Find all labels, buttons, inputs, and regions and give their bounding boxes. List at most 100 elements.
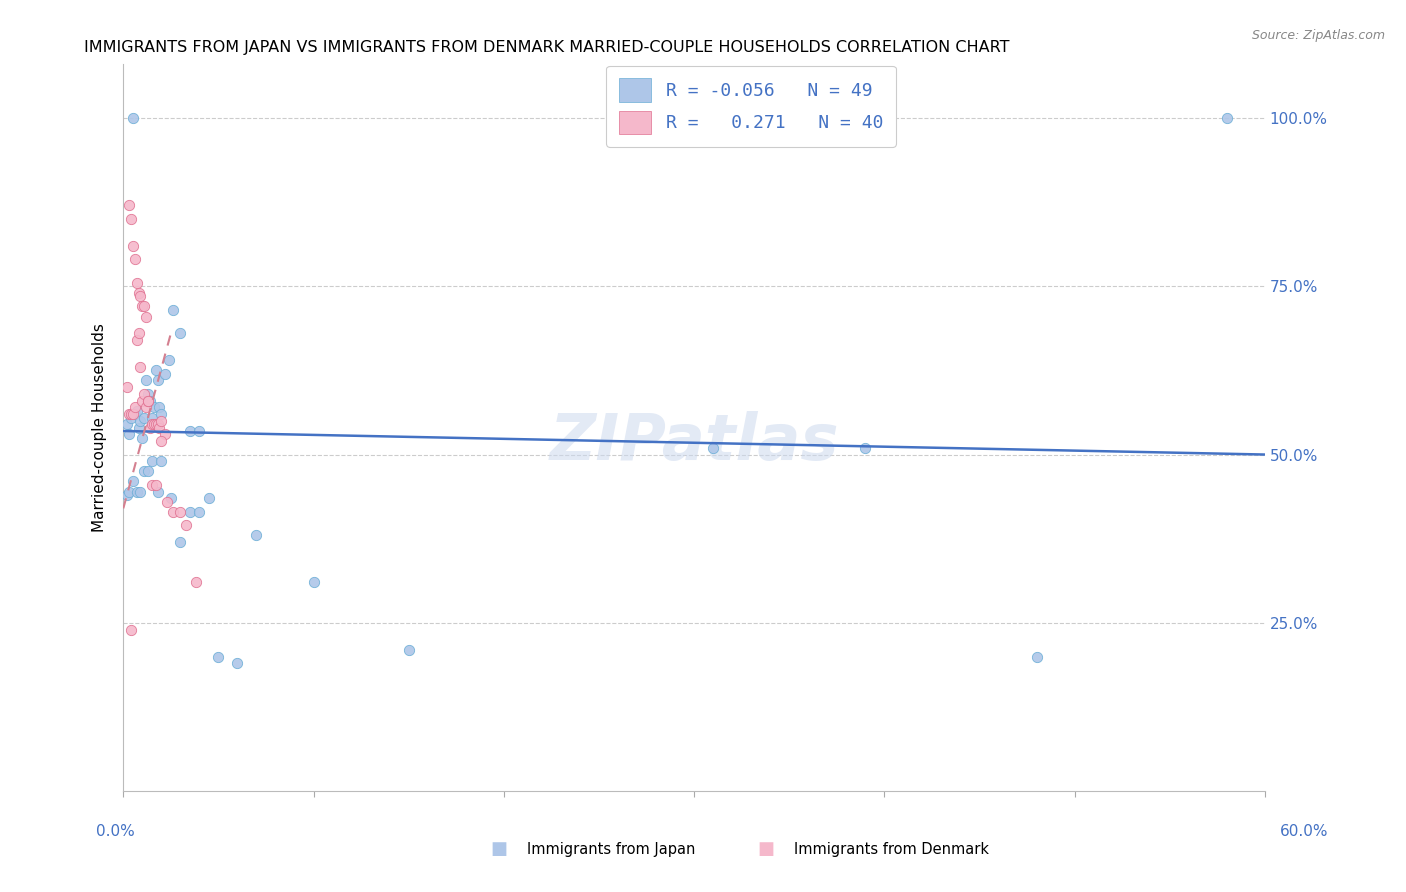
Point <box>121 475 143 489</box>
Point <box>145 478 167 492</box>
Point <box>125 276 148 290</box>
Point <box>1025 649 1047 664</box>
Point <box>160 491 183 506</box>
Point <box>115 417 138 432</box>
Text: Immigrants from Denmark: Immigrants from Denmark <box>794 842 990 856</box>
Point <box>150 414 173 428</box>
Point <box>153 427 176 442</box>
Point <box>146 374 169 388</box>
Point <box>128 420 150 434</box>
Point <box>131 300 153 314</box>
Point <box>150 434 173 448</box>
Point <box>162 505 184 519</box>
Point <box>141 454 163 468</box>
Point <box>169 535 191 549</box>
Point <box>150 407 173 421</box>
Point <box>125 333 148 347</box>
Point <box>1216 111 1239 125</box>
Point <box>129 289 152 303</box>
Point <box>142 401 165 415</box>
Text: ■: ■ <box>758 840 775 858</box>
Point <box>146 484 169 499</box>
Point <box>128 326 150 341</box>
Text: Source: ZipAtlas.com: Source: ZipAtlas.com <box>1251 29 1385 42</box>
Text: IMMIGRANTS FROM JAPAN VS IMMIGRANTS FROM DENMARK MARRIED-COUPLE HOUSEHOLDS CORRE: IMMIGRANTS FROM JAPAN VS IMMIGRANTS FROM… <box>84 40 1010 55</box>
Point <box>129 484 152 499</box>
Point <box>136 393 159 408</box>
Point <box>141 417 163 432</box>
Point <box>184 575 207 590</box>
Point <box>157 353 180 368</box>
Point <box>118 427 141 442</box>
Point <box>398 642 420 657</box>
Point <box>121 407 143 421</box>
Point <box>134 410 156 425</box>
Text: ZIPatlas: ZIPatlas <box>550 411 839 473</box>
Point <box>179 424 201 438</box>
Text: 60.0%: 60.0% <box>1281 824 1329 838</box>
Legend: R = -0.056   N = 49, R =   0.271   N = 40: R = -0.056 N = 49, R = 0.271 N = 40 <box>606 66 896 146</box>
Text: Immigrants from Japan: Immigrants from Japan <box>527 842 696 856</box>
Point <box>124 407 146 421</box>
Point <box>118 484 141 499</box>
Point <box>139 420 162 434</box>
Point <box>142 417 165 432</box>
Point <box>198 491 221 506</box>
Point <box>174 518 197 533</box>
Point <box>162 302 184 317</box>
Point <box>135 374 157 388</box>
Point <box>702 441 724 455</box>
Point <box>134 300 156 314</box>
Point <box>179 505 201 519</box>
Point <box>156 494 179 508</box>
Point <box>115 488 138 502</box>
Point <box>169 505 191 519</box>
Point <box>148 401 170 415</box>
Point <box>853 441 876 455</box>
Point <box>120 407 142 421</box>
Point <box>145 417 167 432</box>
Point <box>125 484 148 499</box>
Point <box>118 198 141 212</box>
Point <box>134 387 156 401</box>
Point <box>207 649 229 664</box>
Point <box>128 285 150 300</box>
Text: ■: ■ <box>491 840 508 858</box>
Point <box>124 401 146 415</box>
Point <box>120 410 142 425</box>
Point <box>134 464 156 478</box>
Point <box>131 431 153 445</box>
Point <box>150 454 173 468</box>
Point <box>146 417 169 432</box>
Point <box>121 239 143 253</box>
Point <box>129 359 152 374</box>
Point <box>118 407 141 421</box>
Point <box>141 478 163 492</box>
Point <box>188 424 211 438</box>
Point <box>153 367 176 381</box>
Point <box>120 623 142 637</box>
Point <box>124 252 146 267</box>
Point <box>226 657 249 671</box>
Point <box>136 464 159 478</box>
Point <box>135 401 157 415</box>
Point <box>145 363 167 377</box>
Point <box>148 420 170 434</box>
Point <box>141 410 163 425</box>
Point <box>131 393 153 408</box>
Point <box>169 326 191 341</box>
Text: 0.0%: 0.0% <box>96 824 135 838</box>
Point <box>125 404 148 418</box>
Point <box>129 414 152 428</box>
Point <box>120 211 142 226</box>
Point <box>136 393 159 408</box>
Point <box>115 380 138 394</box>
Point <box>136 387 159 401</box>
Point <box>245 528 267 542</box>
Point <box>139 393 162 408</box>
Point <box>135 310 157 324</box>
Point <box>302 575 325 590</box>
Y-axis label: Married-couple Households: Married-couple Households <box>93 323 107 532</box>
Point <box>121 111 143 125</box>
Point <box>188 505 211 519</box>
